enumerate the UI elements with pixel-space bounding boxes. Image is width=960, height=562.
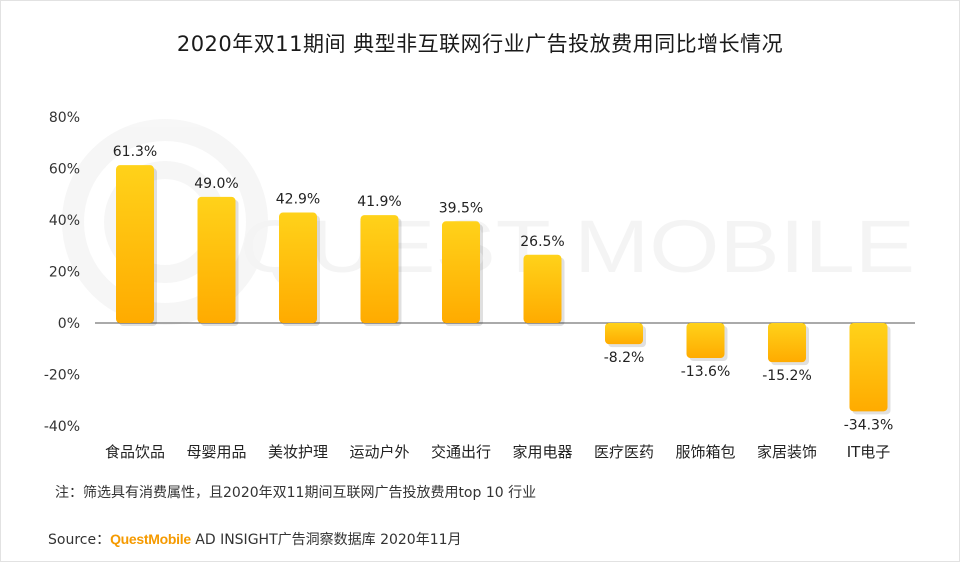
- bar-5: [442, 221, 480, 323]
- bar-8: [686, 323, 725, 359]
- value-label: 41.9%: [357, 194, 401, 210]
- source-brand: QuestMobile: [110, 531, 191, 547]
- category-label: 美妆护理: [268, 443, 328, 461]
- source-rest: AD INSIGHT广告洞察数据库 2020年11月: [190, 532, 462, 548]
- bar-1: [116, 165, 154, 323]
- value-label: 61.3%: [113, 144, 157, 160]
- value-label: 42.9%: [276, 192, 320, 208]
- y-tick-label: 80%: [49, 110, 80, 126]
- watermark: QUEST MOBILE: [62, 119, 915, 325]
- category-label: 家用电器: [512, 443, 572, 461]
- source-prefix: Source：: [48, 532, 111, 548]
- value-label: -34.3%: [844, 417, 894, 433]
- value-label: 39.5%: [439, 200, 483, 216]
- value-label: 49.0%: [194, 176, 238, 192]
- y-tick-label: -40%: [44, 419, 80, 435]
- watermark-text: QUEST MOBILE: [240, 205, 915, 288]
- chart-title: 2020年双11期间 典型非互联网行业广告投放费用同比增长情况: [176, 32, 784, 56]
- y-tick-label: 0%: [58, 316, 80, 332]
- category-label: IT电子: [847, 443, 891, 461]
- source-line: Source：QuestMobile AD INSIGHT广告洞察数据库 202…: [48, 529, 462, 549]
- y-tick-label: 20%: [49, 265, 80, 281]
- value-label: -8.2%: [604, 350, 645, 366]
- category-label: 家居装饰: [757, 443, 817, 461]
- bar-10: [849, 323, 888, 412]
- category-label: 服饰箱包: [675, 443, 735, 461]
- y-axis: 80% 60% 40% 20% 0% -20% -40%: [44, 110, 80, 435]
- value-label: 26.5%: [520, 234, 564, 250]
- category-label: 交通出行: [431, 443, 491, 461]
- y-tick-label: -20%: [44, 368, 80, 384]
- footnote: 注：筛选具有消费属性，且2020年双11期间互联网广告投放费用top 10 行业: [55, 485, 537, 501]
- bar-7: [605, 323, 643, 345]
- y-tick-label: 40%: [49, 213, 80, 229]
- category-label: 医疗医药: [594, 443, 654, 461]
- bar-6: [523, 254, 562, 323]
- category-label: 食品饮品: [105, 443, 165, 461]
- bar-4: [360, 215, 399, 323]
- bars-group: [116, 165, 891, 415]
- category-labels-group: 食品饮品 母婴用品 美妆护理 运动户外 交通出行 家用电器 医疗医药 服饰箱包 家居装饰 IT电子: [105, 443, 890, 461]
- bar-2: [197, 196, 236, 323]
- value-labels-group: 61.3% 49.0% 42.9% 41.9% 39.5% 26.5% -8.2% -13.6…: [113, 144, 894, 433]
- category-label: 运动户外: [349, 443, 409, 461]
- bar-chart: QUEST MOBILE 80% 60% 40% 20% 0% -20% -40% 61.3…: [44, 110, 915, 461]
- category-label: 母婴用品: [186, 443, 246, 461]
- value-label: -13.6%: [681, 364, 731, 380]
- bar-3: [279, 212, 317, 323]
- value-label: -15.2%: [762, 368, 812, 384]
- bar-9: [768, 323, 806, 363]
- y-tick-label: 60%: [49, 162, 80, 178]
